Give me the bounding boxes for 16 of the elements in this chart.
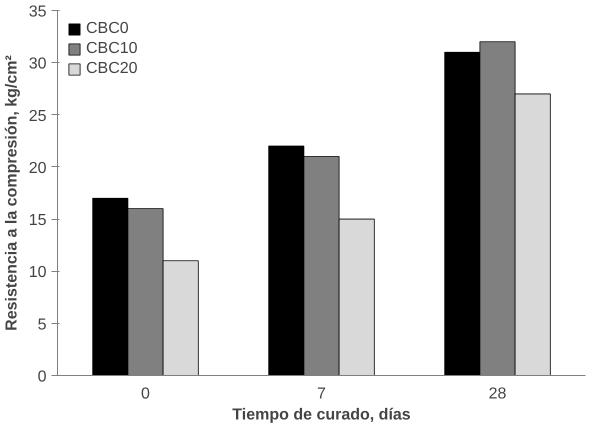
y-tick-label: 35 <box>28 4 47 20</box>
x-tick-label: 7 <box>317 386 326 402</box>
y-tick-label: 25 <box>28 108 47 125</box>
x-tick-label: 0 <box>141 386 150 402</box>
x-axis-title: Tiempo de curado, días <box>232 406 411 424</box>
x-tick-label: 28 <box>488 386 506 402</box>
y-tick-label: 30 <box>28 56 47 73</box>
legend-label: CBC10 <box>86 40 138 58</box>
y-axis-title: Resistencia a la compresión, kg/cm² <box>4 55 21 331</box>
legend-label: CBC20 <box>86 60 138 78</box>
legend-label: CBC0 <box>86 20 129 38</box>
y-tick-label: 5 <box>38 316 47 334</box>
y-tick-label: 10 <box>28 264 47 282</box>
y-tick-label: 20 <box>28 160 47 177</box>
y-tick-label: 0 <box>38 368 47 386</box>
y-tick-label: 15 <box>28 212 47 230</box>
